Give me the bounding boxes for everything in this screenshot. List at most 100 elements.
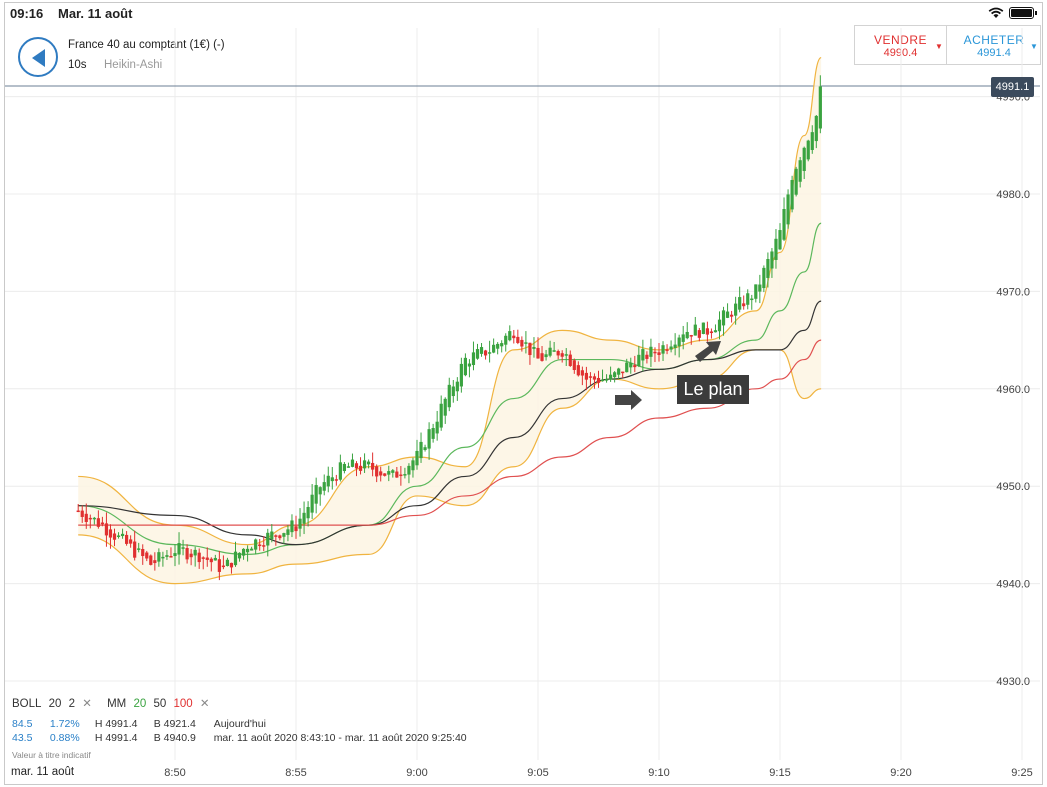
candle-body (488, 352, 492, 354)
candle-body (290, 520, 294, 533)
y-tick-label: 4930.0 (996, 676, 1030, 688)
x-tick-label: 9:15 (769, 767, 790, 779)
candle-body (274, 535, 278, 537)
instrument-title: France 40 au comptant (1€) (-) (68, 39, 225, 51)
chart-type-selector[interactable]: Heikin-Ashi (104, 59, 163, 71)
candle-body (742, 303, 746, 307)
buy-price: 4991.4 (977, 47, 1011, 59)
candle-body (362, 460, 367, 469)
candle-body (717, 319, 722, 332)
x-tick-label: 9:10 (648, 767, 669, 779)
candle-body (201, 557, 205, 559)
candle-body (225, 559, 230, 567)
candle-body (104, 523, 109, 536)
candle-body (310, 494, 314, 513)
candle-body (185, 548, 189, 560)
candle-body (217, 559, 221, 572)
candle-body (584, 372, 588, 380)
candle-body (520, 339, 524, 347)
candle-body (391, 470, 395, 473)
annotation-arrow-icon (615, 390, 642, 410)
candle-body (818, 86, 822, 129)
candle-body (677, 337, 681, 347)
candle-body (120, 533, 125, 537)
candle-body (395, 471, 399, 478)
candle-body (254, 539, 258, 550)
status-time: 09:16 (10, 6, 44, 21)
candle-body (177, 543, 181, 555)
candle-body (415, 450, 419, 466)
candle-body (133, 541, 137, 558)
remove-boll-icon[interactable]: ✕ (82, 698, 92, 710)
candle-body (689, 335, 693, 337)
candle-body (246, 548, 250, 553)
candle-body (802, 147, 806, 171)
annotation-label: Le plan (677, 375, 749, 404)
x-tick-label: 9:25 (1011, 767, 1032, 779)
candle-body (233, 551, 238, 566)
remove-ma-icon[interactable]: ✕ (199, 698, 210, 710)
candle-body (508, 331, 512, 341)
candle-body (294, 526, 298, 532)
candle-body (669, 346, 673, 350)
candle-body (762, 267, 766, 289)
interval-selector[interactable]: 10s (68, 59, 87, 71)
candle-body (80, 510, 84, 517)
range-label: Aujourd'hui (213, 718, 266, 730)
candle-body (653, 351, 657, 354)
candle-body (564, 354, 568, 356)
candle-body (330, 477, 334, 482)
candle-body (548, 347, 552, 356)
trade-panel: VENDRE 4990.4 ▼ ACHETER 4991.4 ▼ (854, 25, 1041, 65)
change-percent: 0.88% (49, 732, 80, 744)
candle-body (125, 534, 129, 544)
candle-body (814, 115, 818, 142)
candle-body (286, 529, 290, 535)
candle-body (528, 342, 532, 356)
x-tick-label: 9:00 (406, 767, 427, 779)
candle-body (209, 558, 213, 563)
candle-body (350, 459, 355, 467)
candle-body (326, 475, 330, 487)
candle-body (790, 179, 794, 210)
candle-body (701, 322, 705, 334)
boll-period: 20 (48, 698, 62, 710)
candle-body (318, 487, 322, 495)
candle-body (423, 447, 427, 451)
candle-body (314, 485, 318, 504)
candle-body (181, 547, 185, 549)
candle-body (536, 347, 540, 359)
wifi-icon (988, 7, 1004, 22)
candle-body (161, 556, 165, 559)
back-button[interactable] (18, 37, 58, 77)
candle-body (439, 403, 443, 428)
candle-body (629, 362, 633, 368)
stats-panel: 84.5 1.72% H 4991.4 B 4921.4 Aujourd'hui… (12, 718, 467, 746)
candle-body (367, 461, 371, 465)
boll-dev: 2 (68, 698, 76, 710)
candle-body (399, 474, 403, 477)
markers (615, 341, 721, 410)
candle-body (451, 386, 455, 397)
ma-100-line (78, 339, 822, 526)
candle-body (306, 506, 310, 519)
candle-body (463, 357, 467, 376)
candle-body (568, 354, 572, 366)
candle-body (552, 350, 556, 352)
low-value: B 4921.4 (153, 718, 196, 730)
candle-body (580, 370, 584, 376)
candle-body (459, 363, 463, 387)
candle-body (645, 354, 649, 359)
candle-body (165, 555, 169, 557)
candle-body (592, 376, 597, 380)
ma-20-value: 20 (133, 698, 147, 710)
high-value: H 4991.4 (94, 718, 138, 730)
candle-body (443, 398, 447, 416)
candle-body (512, 335, 516, 339)
candle-body (750, 298, 754, 301)
candle-body (617, 368, 621, 375)
buy-button[interactable]: ACHETER 4991.4 ▼ (948, 26, 1040, 64)
candle-body (221, 565, 225, 568)
candle-body (665, 349, 669, 351)
